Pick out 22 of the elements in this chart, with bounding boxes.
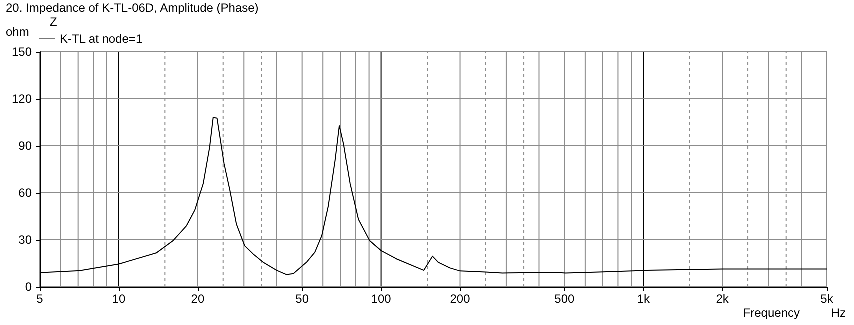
legend-title: Z xyxy=(50,15,58,29)
x-tick-label: 100 xyxy=(371,292,392,306)
x-tick-label: 500 xyxy=(554,292,575,306)
x-tick-label: 10 xyxy=(112,292,126,306)
x-tick-label: 20 xyxy=(191,292,205,306)
chart-title: 20. Impedance of K-TL-06D, Amplitude (Phase) xyxy=(6,1,259,15)
x-tick-label: 5k xyxy=(820,292,834,306)
y-tick-label: 60 xyxy=(18,186,32,200)
y-tick-label: 90 xyxy=(18,139,32,153)
x-tick-label: 5 xyxy=(36,292,44,306)
x-tick-label: 50 xyxy=(296,292,310,306)
x-tick-label: 2k xyxy=(716,292,730,306)
x-tick-label: 200 xyxy=(450,292,471,306)
y-tick-label: 0 xyxy=(25,280,32,294)
x-axis-title: Frequency xyxy=(743,306,800,320)
x-tick-label: 1k xyxy=(637,292,651,306)
legend-label: K-TL at node=1 xyxy=(60,32,143,46)
y-tick-label: 150 xyxy=(12,45,32,59)
y-tick-label: 120 xyxy=(12,92,32,106)
y-axis-title: ohm xyxy=(6,25,30,39)
text: Hz xyxy=(831,306,846,320)
y-tick-label: 30 xyxy=(18,233,32,247)
